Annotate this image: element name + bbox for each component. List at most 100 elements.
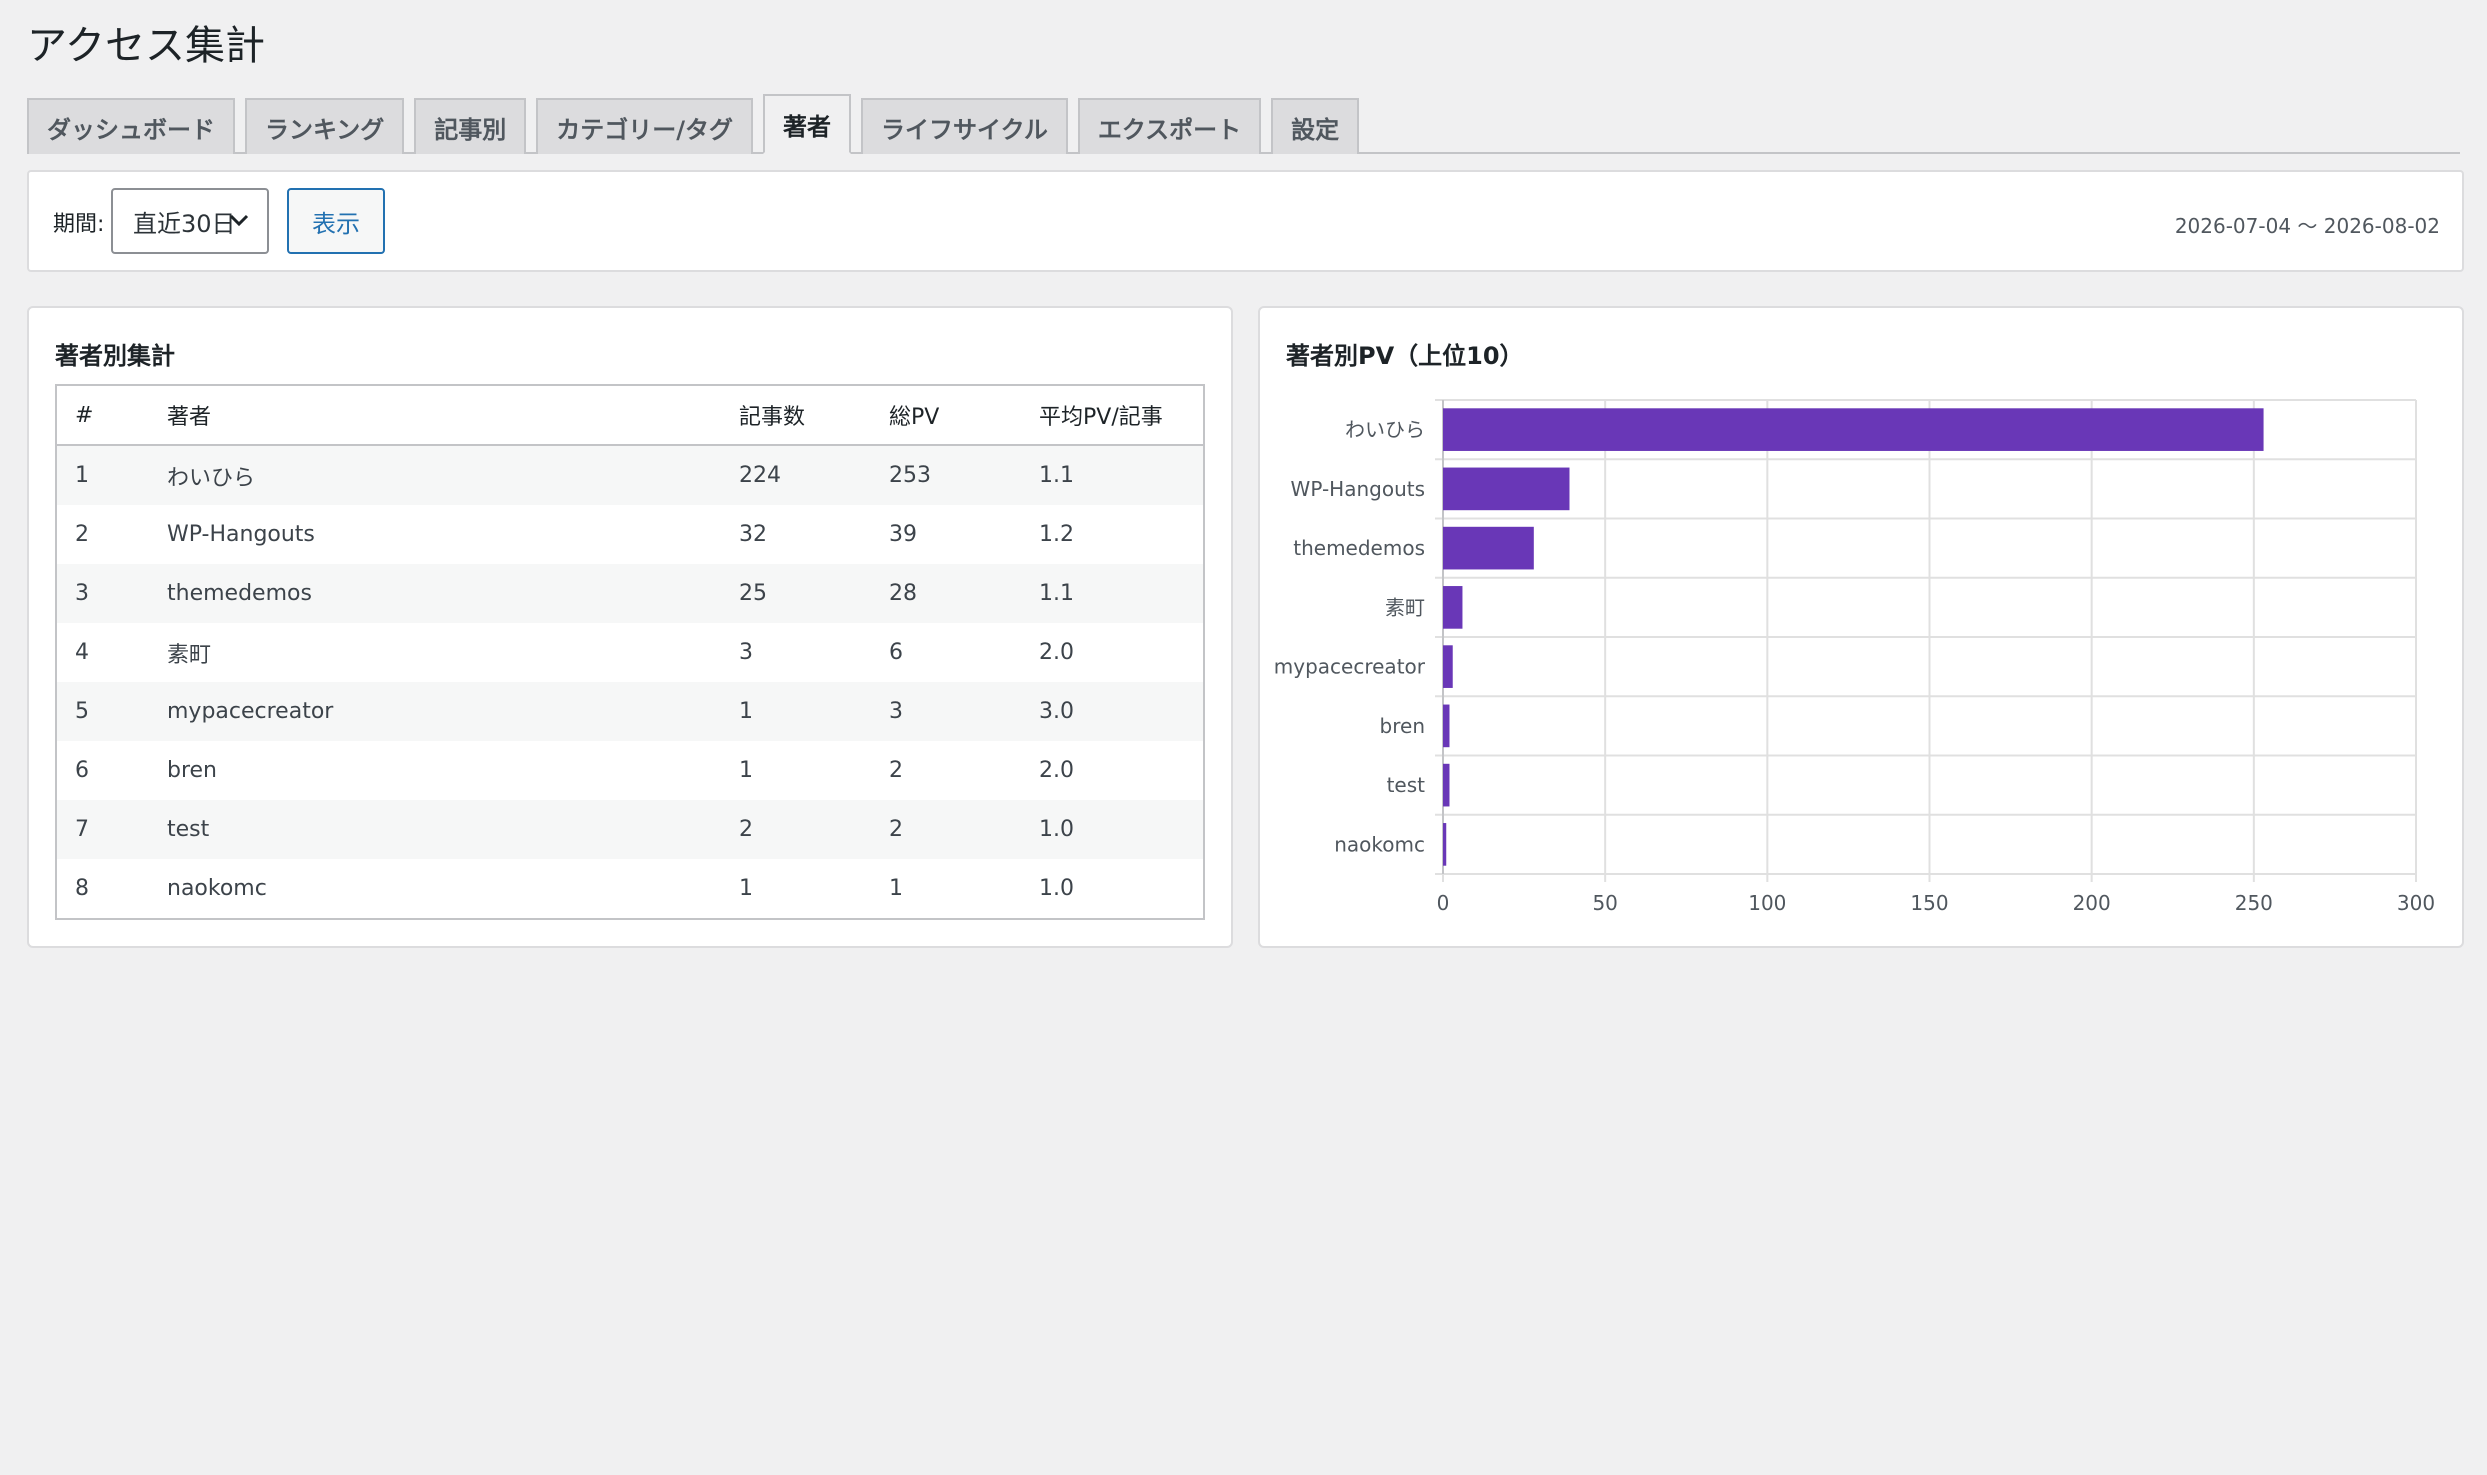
table-row: 3 themedemos 25 28 1.1 xyxy=(57,564,1203,623)
x-tick-label: 100 xyxy=(1748,891,1786,915)
author-cell: 素町 xyxy=(167,642,212,668)
rank-cell: 1 xyxy=(57,445,149,505)
total-pv-cell: 6 xyxy=(889,640,903,665)
rank-cell: 5 xyxy=(57,682,149,741)
post-count-cell: 2 xyxy=(721,800,871,859)
period-label: 期間: xyxy=(53,212,105,237)
rank-cell: 7 xyxy=(57,800,149,859)
total-pv-cell: 1 xyxy=(889,876,903,901)
post-count-cell: 1 xyxy=(739,876,753,901)
author-cell: bren xyxy=(167,758,218,783)
table-header-row: # 著者 記事数 総PV 平均PV/記事 xyxy=(57,386,1203,446)
avg-pv-cell: 1.0 xyxy=(1039,876,1074,901)
avg-pv-cell: 1.0 xyxy=(1021,800,1203,859)
author-cell: test xyxy=(149,800,721,859)
table-row: 4 素町 3 6 2.0 xyxy=(57,623,1203,682)
avg-pv-cell: 1.2 xyxy=(1039,522,1074,547)
total-pv-cell: 39 xyxy=(889,522,917,547)
bar xyxy=(1443,704,1450,748)
table-row: 2 WP-Hangouts 32 39 1.2 xyxy=(57,505,1203,564)
tab-authors[interactable]: 著者 xyxy=(763,94,852,154)
table-row: 8 naokomc 1 1 1.0 xyxy=(57,859,1203,918)
tab-lifecycle[interactable]: ライフサイクル xyxy=(861,98,1068,154)
author-table: # 著者 記事数 総PV 平均PV/記事 1 わいひら 224 253 1.1 2 WP-H… xyxy=(55,384,1205,920)
post-count-cell: 3 xyxy=(739,640,753,665)
total-pv-cell: 3 xyxy=(871,682,1021,741)
date-range: 2026-07-04 〜 2026-08-02 xyxy=(2174,214,2440,238)
table-row: 7 test 2 2 1.0 xyxy=(57,800,1203,859)
total-pv-cell: 2 xyxy=(889,758,903,783)
avg-pv-cell: 2.0 xyxy=(1039,640,1074,665)
author-pv-chart-title: 著者別PV（上位10） xyxy=(1286,342,1524,370)
y-category-label: themedemos xyxy=(1293,536,1425,560)
filter-bar: 期間: 直近30日 表示 2026-07-04 〜 2026-08-02 xyxy=(27,170,2464,272)
table-row: 1 わいひら 224 253 1.1 xyxy=(57,445,1203,505)
author-cell: WP-Hangouts xyxy=(167,522,315,547)
y-category-label: わいひら xyxy=(1345,418,1425,442)
x-tick-label: 200 xyxy=(2073,891,2111,915)
author-summary-title: 著者別集計 xyxy=(55,342,175,370)
avg-pv-cell: 2.0 xyxy=(1039,758,1074,783)
author-cell: わいひら xyxy=(149,445,721,505)
header-avg-pv: 平均PV/記事 xyxy=(1021,386,1203,446)
rank-cell: 3 xyxy=(57,564,149,623)
bar xyxy=(1443,408,2264,451)
x-tick-label: 150 xyxy=(1910,891,1948,915)
post-count-cell: 1 xyxy=(739,758,753,783)
y-category-label: WP-Hangouts xyxy=(1291,477,1425,501)
y-category-label: mypacecreator xyxy=(1274,655,1426,679)
header-post-count: 記事数 xyxy=(721,386,871,446)
y-category-label: naokomc xyxy=(1334,832,1425,856)
total-pv-cell: 28 xyxy=(871,564,1021,623)
bar xyxy=(1443,467,1570,511)
post-count-cell: 32 xyxy=(739,522,767,547)
x-tick-label: 300 xyxy=(2397,891,2435,915)
rank-cell: 6 xyxy=(75,758,89,783)
author-cell: naokomc xyxy=(167,876,267,901)
table-row: 5 mypacecreator 1 3 3.0 xyxy=(57,682,1203,741)
tab-export[interactable]: エクスポート xyxy=(1077,98,1262,154)
author-pv-chart: 0 50 100 150 200 250 300 わいひら WP-Hangouts themede… xyxy=(1274,399,2435,915)
page-title: アクセス集計 xyxy=(27,23,265,69)
nav-tabs: ダッシュボード ランキング 記事別 カテゴリー/タグ 著者 ライフサイクル エク… xyxy=(27,92,2460,154)
tab-categories-tags[interactable]: カテゴリー/タグ xyxy=(536,98,754,154)
show-button[interactable]: 表示 xyxy=(287,188,385,254)
header-author: 著者 xyxy=(149,386,721,446)
y-category-label: bren xyxy=(1380,714,1425,738)
post-count-cell: 1 xyxy=(721,682,871,741)
bar xyxy=(1443,586,1463,629)
bar xyxy=(1443,823,1447,866)
total-pv-cell: 253 xyxy=(871,445,1021,505)
author-cell: themedemos xyxy=(149,564,721,623)
tab-dashboard[interactable]: ダッシュボード xyxy=(27,98,235,154)
bar xyxy=(1443,526,1534,570)
tab-posts[interactable]: 記事別 xyxy=(414,98,527,154)
x-tick-label: 50 xyxy=(1592,891,1617,915)
rank-cell: 4 xyxy=(75,640,89,665)
period-select-value: 直近30日 xyxy=(133,209,236,238)
tab-ranking[interactable]: ランキング xyxy=(245,98,405,154)
x-tick-label: 250 xyxy=(2235,891,2273,915)
total-pv-cell: 2 xyxy=(871,800,1021,859)
y-category-label: 素町 xyxy=(1385,595,1425,619)
avg-pv-cell: 1.1 xyxy=(1021,564,1203,623)
x-tick-label: 0 xyxy=(1437,891,1450,915)
chevron-down-icon xyxy=(229,214,249,227)
y-category-label: test xyxy=(1387,773,1426,797)
tab-settings[interactable]: 設定 xyxy=(1271,98,1360,154)
author-cell: mypacecreator xyxy=(149,682,721,741)
rank-cell: 8 xyxy=(75,876,89,901)
bar xyxy=(1443,763,1450,807)
avg-pv-cell: 3.0 xyxy=(1021,682,1203,741)
post-count-cell: 25 xyxy=(721,564,871,623)
period-select[interactable]: 直近30日 xyxy=(111,188,269,254)
avg-pv-cell: 1.1 xyxy=(1021,445,1203,505)
header-total-pv: 総PV xyxy=(871,386,1021,446)
table-row: 6 bren 1 2 2.0 xyxy=(57,741,1203,800)
author-summary-card: 著者別集計 # 著者 記事数 総PV 平均PV/記事 1 わいひら 224 253 1.… xyxy=(27,306,1233,948)
author-pv-chart-card: 著者別PV（上位10） 0 50 100 150 200 250 300 わいひら WP-Han… xyxy=(1258,306,2464,948)
post-count-cell: 224 xyxy=(721,445,871,505)
bar xyxy=(1443,645,1453,688)
header-rank: # xyxy=(57,386,149,446)
rank-cell: 2 xyxy=(75,522,89,547)
